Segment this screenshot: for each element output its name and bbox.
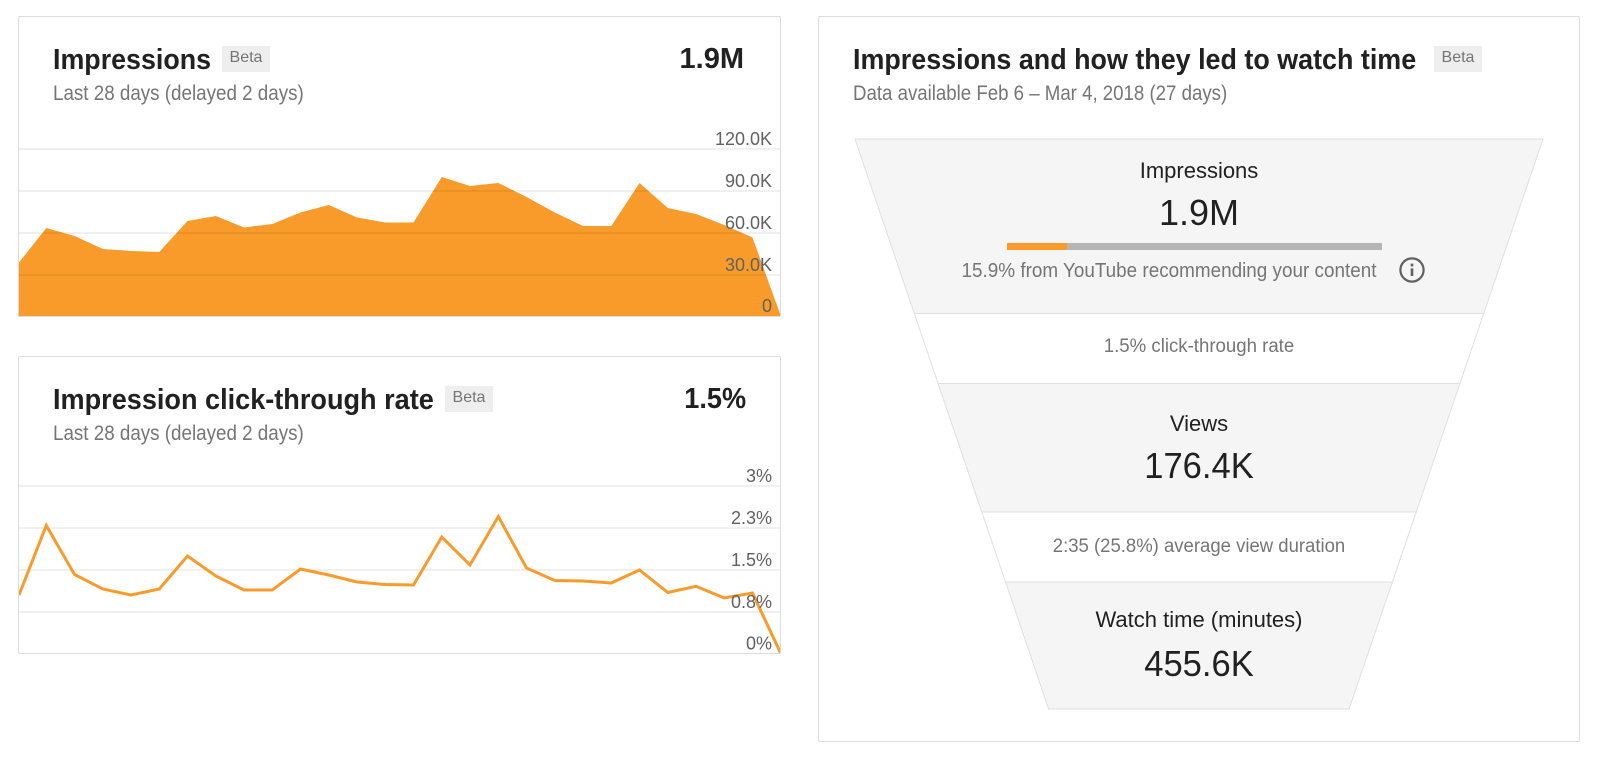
svg-text:1.5%: 1.5%: [731, 550, 772, 570]
svg-text:0.8%: 0.8%: [731, 592, 772, 612]
svg-text:30.0K: 30.0K: [725, 255, 772, 275]
svg-text:3%: 3%: [746, 466, 772, 486]
svg-text:2.3%: 2.3%: [731, 508, 772, 528]
svg-text:60.0K: 60.0K: [725, 213, 772, 233]
svg-text:0: 0: [762, 296, 772, 316]
svg-text:0%: 0%: [746, 634, 772, 654]
svg-text:90.0K: 90.0K: [725, 171, 772, 191]
svg-text:120.0K: 120.0K: [715, 129, 772, 149]
